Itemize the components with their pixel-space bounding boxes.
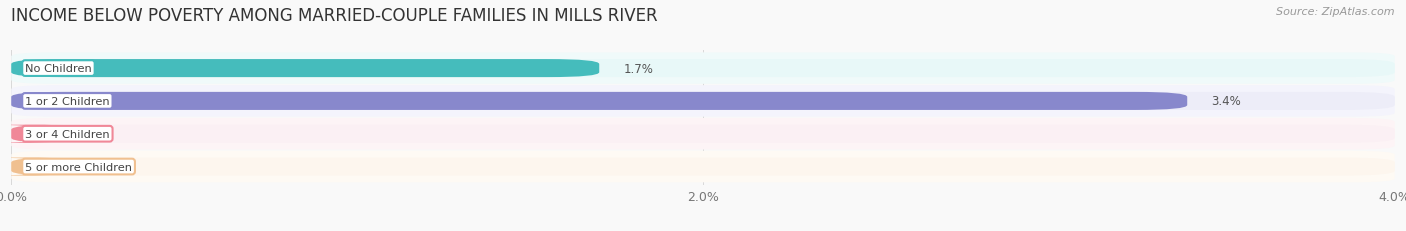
FancyBboxPatch shape — [11, 158, 1395, 176]
FancyBboxPatch shape — [11, 60, 1395, 78]
FancyBboxPatch shape — [11, 53, 1395, 85]
FancyBboxPatch shape — [11, 86, 1395, 117]
FancyBboxPatch shape — [0, 125, 63, 143]
Text: Source: ZipAtlas.com: Source: ZipAtlas.com — [1277, 7, 1395, 17]
FancyBboxPatch shape — [11, 125, 1395, 143]
Text: 0.0%: 0.0% — [63, 160, 93, 173]
Text: 1.7%: 1.7% — [623, 62, 654, 75]
Text: 5 or more Children: 5 or more Children — [25, 162, 132, 172]
FancyBboxPatch shape — [11, 92, 1187, 110]
Text: 0.0%: 0.0% — [63, 128, 93, 141]
Text: 3 or 4 Children: 3 or 4 Children — [25, 129, 110, 139]
FancyBboxPatch shape — [11, 92, 1395, 110]
FancyBboxPatch shape — [11, 151, 1395, 182]
Text: 3.4%: 3.4% — [1212, 95, 1241, 108]
FancyBboxPatch shape — [11, 119, 1395, 150]
Text: No Children: No Children — [25, 64, 91, 74]
Text: INCOME BELOW POVERTY AMONG MARRIED-COUPLE FAMILIES IN MILLS RIVER: INCOME BELOW POVERTY AMONG MARRIED-COUPL… — [11, 7, 658, 25]
Text: 1 or 2 Children: 1 or 2 Children — [25, 97, 110, 106]
FancyBboxPatch shape — [0, 158, 63, 176]
FancyBboxPatch shape — [11, 60, 599, 78]
